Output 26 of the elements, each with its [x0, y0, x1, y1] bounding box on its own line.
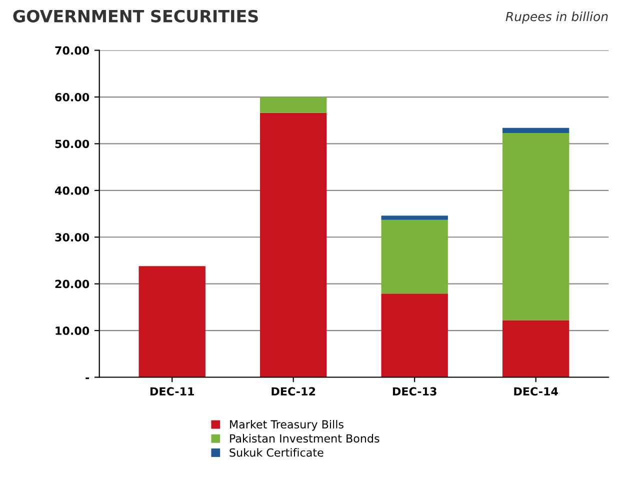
bar — [502, 320, 570, 378]
bar — [502, 132, 570, 320]
chart-title: GOVERNMENT SECURITIES — [13, 10, 258, 22]
x-tick-label: DEC-13 — [392, 387, 436, 396]
legend-label: Market Treasury Bills — [230, 420, 344, 431]
chart-subtitle: Rupees in billion — [506, 12, 608, 24]
y-tick-label: 60.00 — [55, 92, 90, 102]
bar — [502, 128, 570, 133]
bar — [381, 220, 448, 294]
legend-label: Pakistan Investment Bonds — [230, 434, 380, 443]
bar — [138, 266, 206, 378]
bar — [260, 97, 327, 113]
legend-label: Sukuk Certificate — [230, 448, 324, 457]
y-tick-label: 10.00 — [56, 326, 90, 335]
y-tick-label: 50.00 — [55, 140, 90, 148]
y-tick-label: 70.00 — [55, 46, 90, 55]
y-tick-label: 40.00 — [54, 186, 90, 195]
bar — [260, 112, 327, 378]
y-tick-label: 20.00 — [55, 280, 90, 288]
x-tick-label: DEC-11 — [150, 387, 194, 396]
y-tick-label: - — [86, 377, 90, 380]
x-tick-label: DEC-14 — [514, 387, 558, 396]
x-tick-label: DEC-12 — [272, 387, 316, 396]
y-tick-label: 30.00 — [55, 233, 90, 242]
bar — [381, 294, 448, 378]
bar — [381, 216, 448, 220]
